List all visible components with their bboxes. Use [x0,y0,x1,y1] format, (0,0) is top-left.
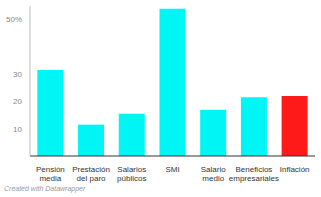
svg-text:Salariomedio: Salariomedio [201,165,226,183]
svg-text:20: 20 [13,97,22,106]
svg-text:Salariospúblicos: Salariospúblicos [117,165,146,183]
svg-text:30: 30 [13,70,22,79]
html-text:Created with Datawrapper: Created with Datawrapper [4,185,86,192]
svg-text:Beneficiosempresariales: Beneficiosempresariales [229,165,279,183]
svg-text:Prestacióndel paro: Prestacióndel paro [72,165,110,183]
svg-text:50%: 50% [8,15,22,24]
svg-text:SMI: SMI [165,165,179,174]
svg-text:10: 10 [13,125,22,134]
svg-text:Pensiónmedia: Pensiónmedia [36,165,65,183]
svg-text:Inflación: Inflación [280,165,310,174]
